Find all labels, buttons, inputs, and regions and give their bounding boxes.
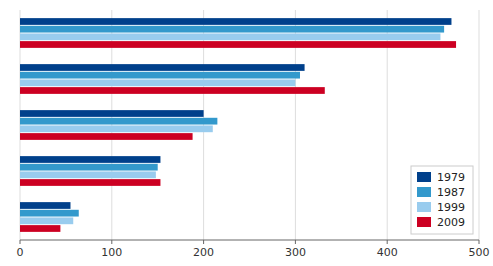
tick-mark	[203, 240, 204, 244]
bar	[20, 118, 217, 125]
bar	[20, 87, 325, 94]
legend-swatch	[417, 202, 431, 212]
tick-mark	[20, 240, 21, 244]
tick-mark	[479, 240, 480, 244]
bar	[20, 133, 193, 140]
legend-label: 1999	[437, 201, 465, 214]
tick-mark	[387, 240, 388, 244]
bar	[20, 225, 60, 232]
tick-label: 400	[377, 246, 398, 259]
tick-label: 300	[285, 246, 306, 259]
bars	[20, 18, 456, 232]
legend-label: 1979	[437, 171, 465, 184]
legend: 1979 1987 1999 2009	[411, 166, 473, 234]
grid	[20, 10, 479, 240]
chart: 0 100 200 300 400 500 1979 1987 1999 2009	[0, 0, 493, 266]
bar	[20, 125, 213, 132]
bar	[20, 179, 160, 186]
x-axis: 0 100 200 300 400 500	[17, 240, 490, 259]
tick-label: 0	[17, 246, 24, 259]
grid-line	[479, 10, 480, 240]
bar	[20, 171, 156, 178]
legend-label: 2009	[437, 216, 465, 229]
legend-swatch	[417, 172, 431, 182]
tick-label: 100	[101, 246, 122, 259]
tick-mark	[295, 240, 296, 244]
bar	[20, 217, 73, 224]
bar	[20, 26, 444, 33]
bar	[20, 79, 295, 86]
bar	[20, 202, 70, 209]
bar	[20, 64, 305, 71]
tick-label: 200	[193, 246, 214, 259]
tick-mark	[111, 240, 112, 244]
axis-line	[20, 240, 479, 241]
bar	[20, 33, 440, 40]
bar	[20, 156, 160, 163]
bar	[20, 41, 456, 48]
legend-label: 1987	[437, 186, 465, 199]
bar	[20, 72, 300, 79]
bar	[20, 110, 204, 117]
legend-swatch	[417, 217, 431, 227]
tick-label: 500	[469, 246, 490, 259]
bar	[20, 164, 158, 171]
legend-box	[411, 166, 473, 234]
bar	[20, 18, 451, 25]
bar	[20, 210, 79, 217]
legend-swatch	[417, 187, 431, 197]
